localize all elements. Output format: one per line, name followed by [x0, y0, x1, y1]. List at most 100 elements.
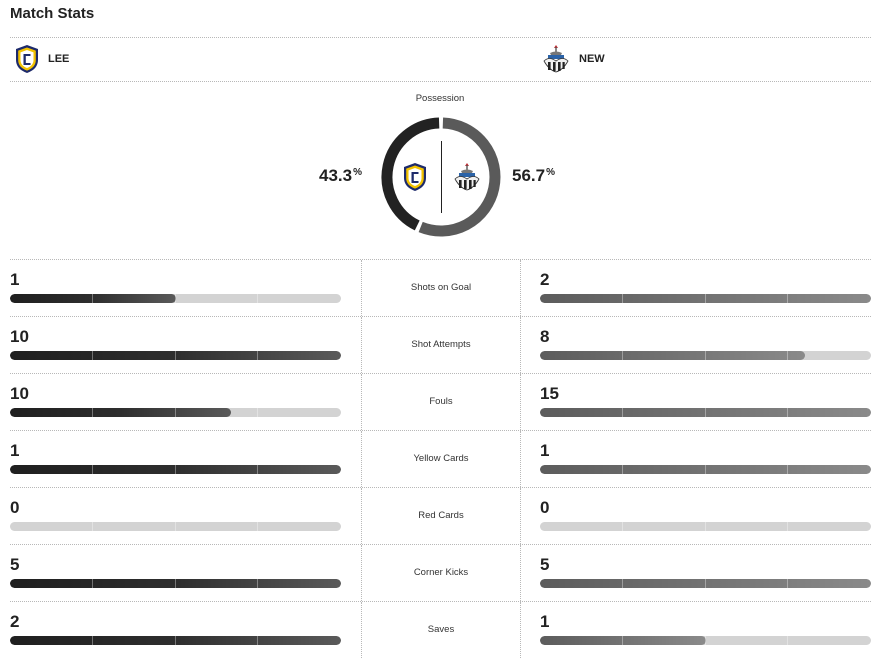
bar-tick [787, 465, 788, 474]
column-divider [361, 545, 362, 601]
home-stat-bar-fill [10, 579, 341, 588]
stat-label: Shot Attempts [411, 339, 471, 350]
away-stat-bar [540, 294, 871, 303]
bar-tick [257, 408, 258, 417]
away-possession-value: 56.7% [512, 166, 555, 185]
column-divider [361, 488, 362, 544]
stat-label: Red Cards [418, 510, 464, 521]
bar-tick [175, 351, 176, 360]
bar-tick [622, 408, 623, 417]
away-stat-value: 0 [540, 498, 550, 517]
away-stat-bar [540, 636, 871, 645]
home-stat-value: 5 [10, 555, 20, 574]
column-divider [361, 602, 362, 658]
home-stat-bar-fill [10, 408, 231, 417]
column-divider [520, 374, 521, 430]
home-stat-value: 1 [10, 270, 20, 289]
column-divider [520, 317, 521, 373]
bar-tick [705, 408, 706, 417]
bar-tick [787, 579, 788, 588]
column-divider [361, 317, 362, 373]
stat-row: 2 Saves 1 [10, 601, 871, 658]
bar-tick [92, 636, 93, 645]
bar-tick [622, 579, 623, 588]
stat-label: Fouls [429, 396, 453, 407]
away-stat-bar-fill [540, 579, 871, 588]
away-stat-value: 2 [540, 270, 550, 289]
away-stat-value: 8 [540, 327, 550, 346]
bar-tick [787, 408, 788, 417]
away-stat-value: 1 [540, 612, 550, 631]
stat-row: 1 Yellow Cards 1 [10, 430, 871, 487]
away-stat-bar [540, 579, 871, 588]
away-team-abbr: NEW [579, 53, 605, 65]
bar-tick [92, 408, 93, 417]
away-stat-bar-fill [540, 636, 706, 645]
away-stat-bar-fill [540, 294, 871, 303]
column-divider [520, 488, 521, 544]
bar-tick [92, 465, 93, 474]
column-divider [520, 260, 521, 316]
home-stat-bar [10, 465, 341, 474]
leeds-crest-icon [16, 45, 38, 73]
column-divider [361, 374, 362, 430]
stat-row: 5 Corner Kicks 5 [10, 544, 871, 601]
bar-tick [787, 294, 788, 303]
bar-tick [622, 294, 623, 303]
home-team[interactable]: LEE [14, 44, 69, 74]
stat-row: 10 Fouls 15 [10, 373, 871, 430]
away-stat-value: 5 [540, 555, 550, 574]
column-divider [361, 260, 362, 316]
bar-tick [92, 294, 93, 303]
bar-tick [622, 465, 623, 474]
home-possession-value: 43.3% [319, 166, 362, 185]
bar-tick [787, 522, 788, 531]
away-stat-bar [540, 522, 871, 531]
bar-tick [175, 294, 176, 303]
away-stat-bar-fill [540, 408, 871, 417]
stat-label: Corner Kicks [413, 567, 469, 578]
home-stat-bar [10, 522, 341, 531]
bar-tick [622, 636, 623, 645]
away-stat-bar-fill [540, 465, 871, 474]
bar-tick [787, 351, 788, 360]
stat-label: Yellow Cards [413, 453, 469, 464]
bar-tick [257, 465, 258, 474]
stat-row: 10 Shot Attempts 8 [10, 316, 871, 373]
away-team[interactable]: NEW [541, 44, 605, 74]
column-divider [520, 545, 521, 601]
bar-tick [705, 465, 706, 474]
home-stat-bar [10, 294, 341, 303]
teams-header: LEE NEW [10, 37, 871, 82]
section-title: Match Stats [10, 5, 95, 22]
bar-tick [257, 636, 258, 645]
stat-label: Saves [427, 624, 455, 635]
bar-tick [257, 522, 258, 531]
stats-table: 1 Shots on Goal 2 10 Shot Attempts 8 10 Fouls 15… [10, 259, 871, 658]
home-stat-bar [10, 408, 341, 417]
bar-tick [175, 522, 176, 531]
column-divider [361, 431, 362, 487]
possession-arc-home [381, 117, 440, 231]
possession-donut-chart [381, 117, 501, 237]
possession-divider [441, 141, 442, 213]
newcastle-crest-icon [543, 45, 569, 73]
home-stat-bar-fill [10, 636, 341, 645]
bar-tick [92, 351, 93, 360]
home-stat-value: 10 [10, 384, 29, 403]
bar-tick [92, 579, 93, 588]
away-stat-bar [540, 408, 871, 417]
bar-tick [705, 351, 706, 360]
stat-row: 0 Red Cards 0 [10, 487, 871, 544]
possession-arc-away [418, 117, 501, 237]
home-stat-bar-fill [10, 351, 341, 360]
home-stat-value: 0 [10, 498, 20, 517]
bar-tick [622, 351, 623, 360]
bar-tick [622, 522, 623, 531]
home-stat-value: 1 [10, 441, 20, 460]
away-stat-bar [540, 351, 871, 360]
stat-label: Shots on Goal [410, 282, 472, 293]
bar-tick [175, 465, 176, 474]
leeds-crest-icon [404, 163, 426, 191]
possession-label: Possession [415, 93, 465, 104]
